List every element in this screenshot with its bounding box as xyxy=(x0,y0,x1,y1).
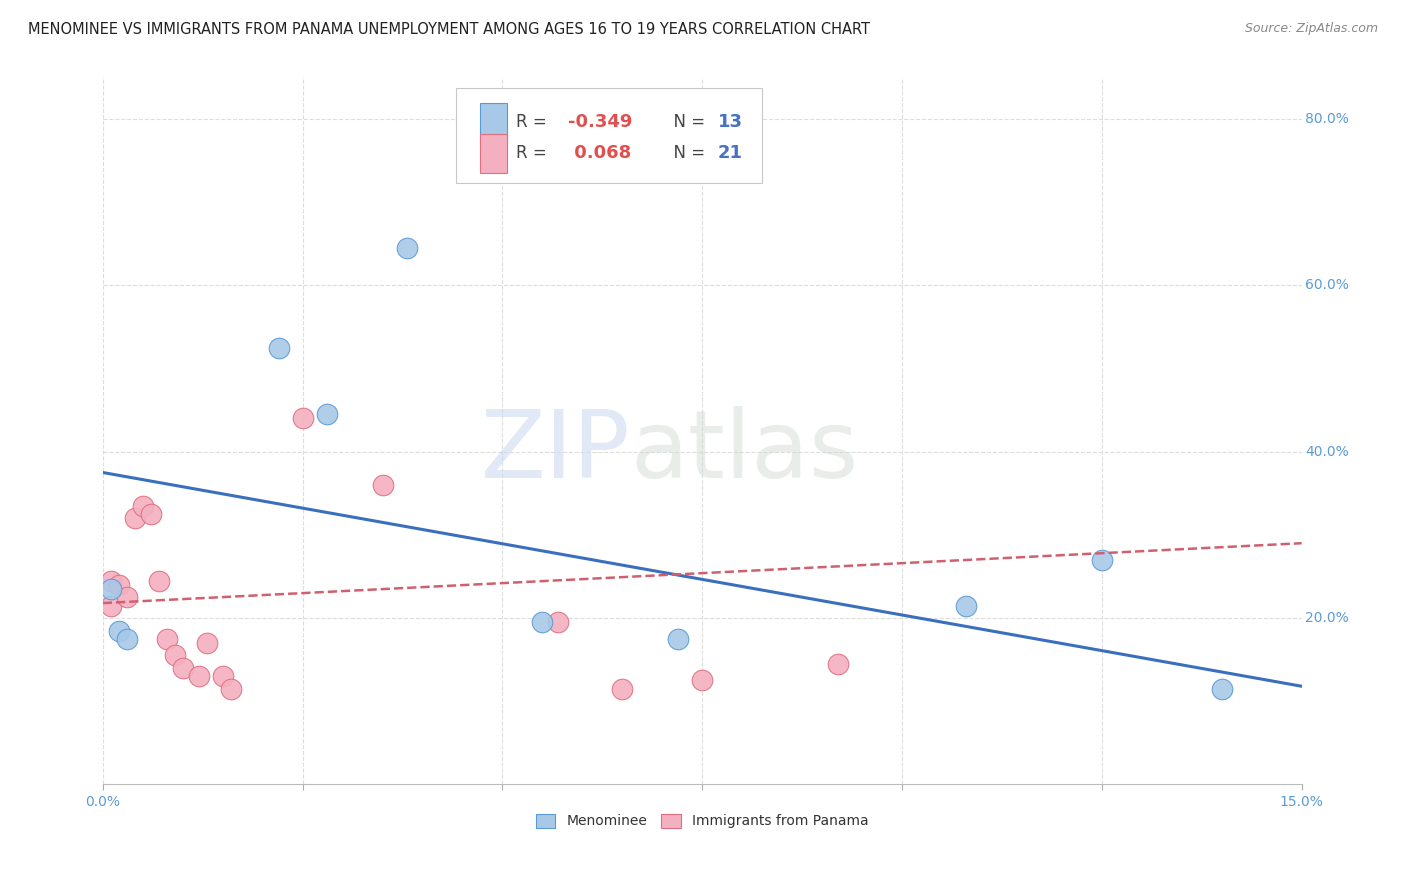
Point xyxy=(139,507,162,521)
Point xyxy=(666,632,689,646)
Text: N =: N = xyxy=(662,113,710,131)
Text: 80.0%: 80.0% xyxy=(1305,112,1350,126)
Point xyxy=(107,624,129,638)
Point xyxy=(124,511,146,525)
Point xyxy=(100,574,122,588)
Text: ZIP: ZIP xyxy=(481,406,630,498)
Point xyxy=(132,499,155,513)
Point xyxy=(955,599,977,613)
Point xyxy=(531,615,554,630)
Point xyxy=(211,669,233,683)
Point xyxy=(291,411,314,425)
Text: N =: N = xyxy=(662,145,710,162)
Point xyxy=(115,591,138,605)
Legend: Menominee, Immigrants from Panama: Menominee, Immigrants from Panama xyxy=(530,808,875,834)
Text: 40.0%: 40.0% xyxy=(1305,445,1348,458)
Point xyxy=(100,582,122,596)
Text: R =: R = xyxy=(516,113,553,131)
Point xyxy=(267,341,290,355)
Point xyxy=(148,574,170,588)
FancyBboxPatch shape xyxy=(481,134,506,172)
Point xyxy=(1211,681,1233,696)
FancyBboxPatch shape xyxy=(481,103,506,142)
Text: -0.349: -0.349 xyxy=(568,113,633,131)
Text: 21: 21 xyxy=(718,145,742,162)
Point xyxy=(156,632,179,646)
Text: MENOMINEE VS IMMIGRANTS FROM PANAMA UNEMPLOYMENT AMONG AGES 16 TO 19 YEARS CORRE: MENOMINEE VS IMMIGRANTS FROM PANAMA UNEM… xyxy=(28,22,870,37)
Point xyxy=(115,632,138,646)
Point xyxy=(163,648,186,663)
Text: 13: 13 xyxy=(718,113,742,131)
Point xyxy=(1091,553,1114,567)
Point xyxy=(219,681,242,696)
Point xyxy=(315,407,337,421)
Point xyxy=(195,636,218,650)
Text: Source: ZipAtlas.com: Source: ZipAtlas.com xyxy=(1244,22,1378,36)
Point xyxy=(172,661,194,675)
Text: 0.068: 0.068 xyxy=(568,145,631,162)
Text: 60.0%: 60.0% xyxy=(1305,278,1350,293)
Point xyxy=(187,669,209,683)
Point xyxy=(690,673,713,688)
Point xyxy=(612,681,634,696)
Text: 20.0%: 20.0% xyxy=(1305,611,1348,625)
Point xyxy=(827,657,849,671)
Point xyxy=(547,615,569,630)
Point xyxy=(107,578,129,592)
FancyBboxPatch shape xyxy=(457,88,762,184)
Text: atlas: atlas xyxy=(630,406,859,498)
Text: R =: R = xyxy=(516,145,553,162)
Point xyxy=(100,599,122,613)
Point xyxy=(395,241,418,255)
Point xyxy=(371,478,394,492)
